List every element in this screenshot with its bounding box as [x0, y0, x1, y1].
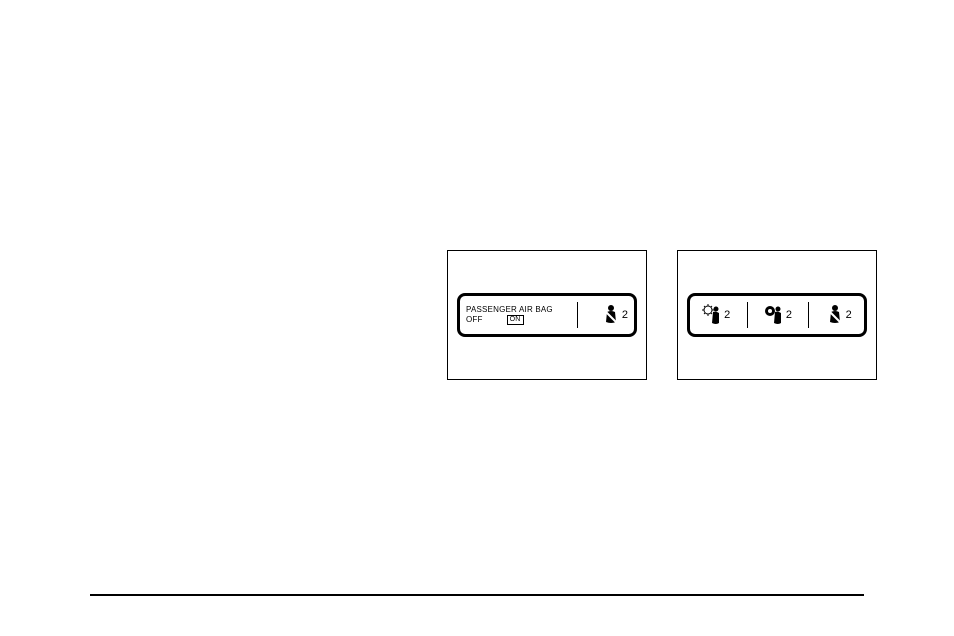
- indicator-panels: PASSENGER AIR BAG OFF ON: [447, 250, 877, 380]
- passenger-airbag-line2: OFF ON: [466, 315, 553, 325]
- airbag-on-indicator: 2: [764, 304, 792, 326]
- passenger-airbag-line1: PASSENGER AIR BAG: [466, 305, 553, 315]
- airbag-off-number: 2: [724, 309, 730, 321]
- airbag-off-indicator: 2: [702, 304, 730, 326]
- airbag-off-icon: [702, 304, 722, 326]
- page-root: PASSENGER AIR BAG OFF ON: [0, 0, 954, 636]
- seatbelt-indicator: 2: [602, 304, 628, 326]
- horizontal-rule: [90, 594, 864, 596]
- seatbelt-number: 2: [622, 309, 628, 321]
- divider-icon: [808, 302, 809, 328]
- panel-left-inner: PASSENGER AIR BAG OFF ON: [457, 293, 637, 337]
- seatbelt-icon: [826, 304, 844, 326]
- passenger-airbag-text-block: PASSENGER AIR BAG OFF ON: [466, 305, 553, 324]
- on-label-box: ON: [507, 315, 524, 325]
- off-label: OFF: [466, 315, 483, 325]
- airbag-on-number: 2: [786, 309, 792, 321]
- seatbelt-indicator-right: 2: [826, 304, 852, 326]
- panel-left: PASSENGER AIR BAG OFF ON: [447, 250, 647, 380]
- panel-right: 2 2: [677, 250, 877, 380]
- seatbelt-icon: [602, 304, 620, 326]
- panel-right-inner: 2 2: [687, 293, 867, 337]
- seatbelt-number-right: 2: [846, 309, 852, 321]
- divider-icon: [577, 302, 578, 328]
- airbag-on-icon: [764, 304, 784, 326]
- divider-icon: [747, 302, 748, 328]
